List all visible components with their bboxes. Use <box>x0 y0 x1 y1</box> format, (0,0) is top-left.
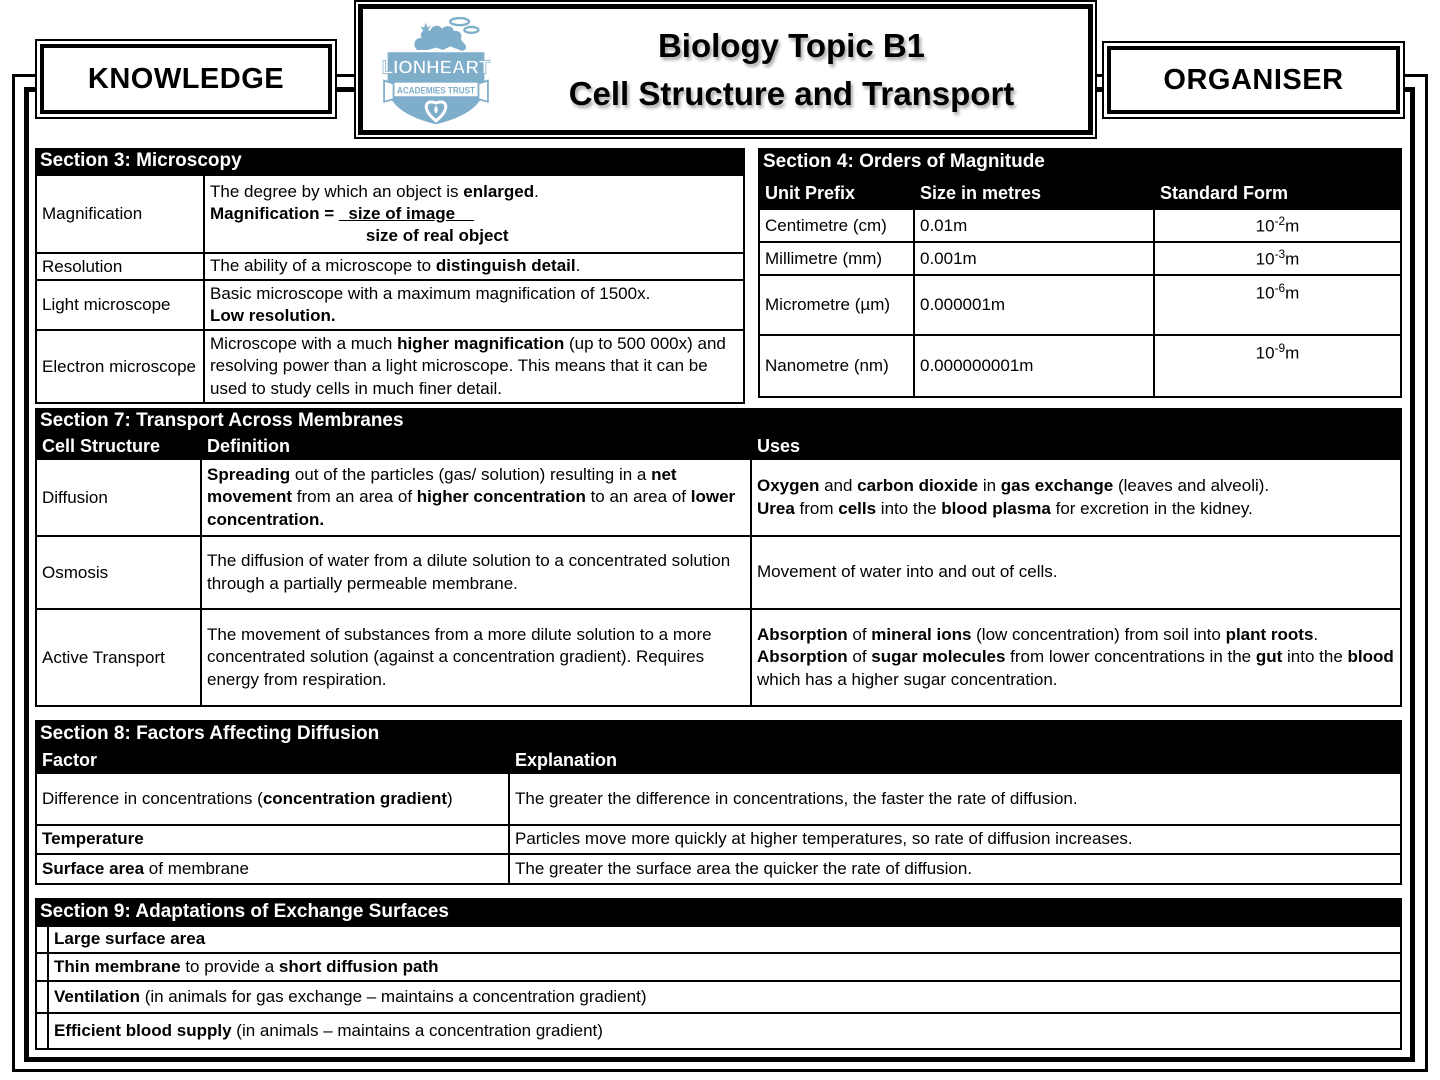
row-stub <box>35 1012 49 1050</box>
column-header: Factor <box>35 747 510 774</box>
definition-cell: The diffusion of water from a dilute sol… <box>200 535 752 610</box>
term-cell: Resolution <box>35 252 205 281</box>
section-8-factors-affecting-diffusion: Section 8: Factors Affecting Diffusion F… <box>35 720 1402 885</box>
definition-cell: Basic microscope with a maximum magnific… <box>203 279 745 331</box>
size-cell: 0.000001m <box>913 274 1155 336</box>
column-header: Definition <box>200 433 752 460</box>
term-cell: Magnification <box>35 174 205 254</box>
row-stub <box>35 980 49 1014</box>
cell-structure-cell: Diffusion <box>35 458 202 537</box>
size-cell: 0.000000001m <box>913 334 1155 398</box>
standard-form-cell: 10-2m <box>1153 208 1402 243</box>
factor-cell: Temperature <box>35 824 510 855</box>
unit-prefix-cell: Millimetre (mm) <box>758 241 915 276</box>
definition-cell: The ability of a microscope to distingui… <box>203 252 745 281</box>
explanation-cell: The greater the difference in concentrat… <box>508 772 1402 826</box>
column-header: Explanation <box>508 747 1402 774</box>
knowledge-box: KNOWLEDGE <box>40 44 332 114</box>
explanation-cell: The greater the surface area the quicker… <box>508 853 1402 885</box>
unit-prefix-cell: Nanometre (nm) <box>758 334 915 398</box>
uses-cell: Movement of water into and out of cells. <box>750 535 1402 610</box>
section-9-adaptations-of-exchange-surfaces: Section 9: Adaptations of Exchange Surfa… <box>35 898 1402 1050</box>
term-cell: Electron microscope <box>35 329 205 404</box>
knowledge-label: KNOWLEDGE <box>87 62 285 95</box>
column-header: Size in metres <box>913 176 1155 210</box>
cell-structure-cell: Active Transport <box>35 608 202 707</box>
definition-cell: The degree by which an object is enlarge… <box>203 174 745 254</box>
adaptation-item: Large surface area <box>47 925 1402 954</box>
section-7-transport-across-membranes: Section 7: Transport Across Membranes Ce… <box>35 408 1402 707</box>
banner-ribbon-icon <box>383 78 489 103</box>
row-stub <box>35 925 49 954</box>
row-stub <box>35 952 49 982</box>
unit-prefix-cell: Micrometre (µm) <box>758 274 915 336</box>
section-4-title: Section 4: Orders of Magnitude <box>758 148 1402 176</box>
title-line-1: Biology Topic B1 <box>657 26 926 64</box>
title-box: LIONHEART ACADEMIES TRUST Biology Topic … <box>358 4 1093 135</box>
lionheart-logo: LIONHEART ACADEMIES TRUST <box>367 11 505 129</box>
section-9-title: Section 9: Adaptations of Exchange Surfa… <box>35 898 1402 925</box>
standard-form-cell: 10-6m <box>1153 274 1402 336</box>
heart-icon <box>424 100 448 123</box>
definition-cell: Spreading out of the particles (gas/ sol… <box>200 458 752 537</box>
unit-prefix-cell: Centimetre (cm) <box>758 208 915 243</box>
section-7-title: Section 7: Transport Across Membranes <box>35 408 1402 433</box>
column-header: Uses <box>750 433 1402 460</box>
section-8-table: Factor Explanation Difference in concent… <box>35 747 1402 885</box>
lion-crest-icon <box>414 16 480 51</box>
column-header: Unit Prefix <box>758 176 915 210</box>
section-4-orders-of-magnitude: Section 4: Orders of Magnitude Unit Pref… <box>758 148 1402 398</box>
title-line-2: Cell Structure and Transport <box>568 74 1015 112</box>
size-cell: 0.01m <box>913 208 1155 243</box>
adaptation-item: Efficient blood supply (in animals – mai… <box>47 1012 1402 1050</box>
uses-cell: Oxygen and carbon dioxide in gas exchang… <box>750 458 1402 537</box>
uses-cell: Absorption of mineral ions (low concentr… <box>750 608 1402 707</box>
size-cell: 0.001m <box>913 241 1155 276</box>
factor-cell: Surface area of membrane <box>35 853 510 885</box>
section-8-title: Section 8: Factors Affecting Diffusion <box>35 720 1402 747</box>
organiser-label: ORGANISER <box>1163 63 1344 96</box>
standard-form-cell: 10-3m <box>1153 241 1402 276</box>
section-3-table: Magnification The degree by which an obj… <box>35 174 745 404</box>
definition-cell: The movement of substances from a more d… <box>200 608 752 707</box>
logo-line1: LIONHEART <box>382 56 491 77</box>
logo-line2: ACADEMIES TRUST <box>397 84 475 95</box>
section-9-table: Large surface area Thin membrane to prov… <box>35 925 1402 1050</box>
section-3-microscopy: Section 3: Microscopy Magnification The … <box>35 148 745 404</box>
adaptation-item: Ventilation (in animals for gas exchange… <box>47 980 1402 1014</box>
section-7-table: Cell Structure Definition Uses Diffusion… <box>35 433 1402 707</box>
column-header: Standard Form <box>1153 176 1402 210</box>
page-title: Biology Topic B1 Cell Structure and Tran… <box>505 22 1088 118</box>
column-header: Cell Structure <box>35 433 202 460</box>
organiser-box: ORGANISER <box>1107 46 1400 114</box>
factor-cell: Difference in concentrations (concentrat… <box>35 772 510 826</box>
section-4-table: Unit Prefix Size in metres Standard Form… <box>758 176 1402 398</box>
adaptation-item: Thin membrane to provide a short diffusi… <box>47 952 1402 982</box>
explanation-cell: Particles move more quickly at higher te… <box>508 824 1402 855</box>
cell-structure-cell: Osmosis <box>35 535 202 610</box>
section-3-title: Section 3: Microscopy <box>35 148 745 174</box>
standard-form-cell: 10-9m <box>1153 334 1402 398</box>
term-cell: Light microscope <box>35 279 205 331</box>
definition-cell: Microscope with a much higher magnificat… <box>203 329 745 404</box>
